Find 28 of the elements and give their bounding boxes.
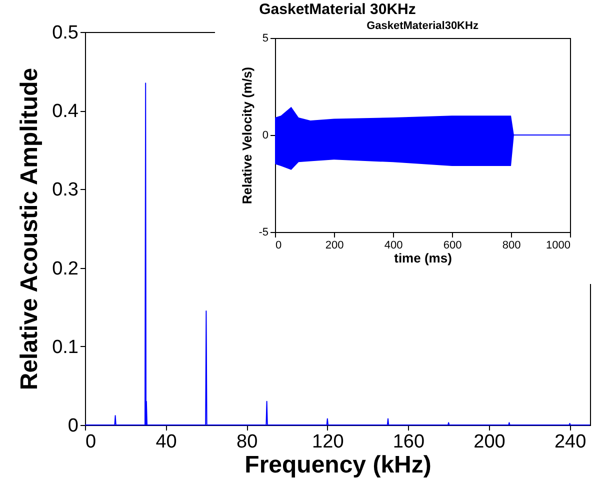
chart-title: GasketMaterial 30KHz: [259, 1, 416, 18]
x-tick-label: 120: [312, 432, 344, 452]
y-tick-label: 0.1: [52, 336, 78, 358]
x-tick-label: 0: [86, 432, 96, 452]
y-tick-label: 0.3: [52, 180, 78, 201]
x-tick-label: 600: [443, 240, 462, 252]
x-tick-label: 80: [236, 432, 258, 452]
x-tick-label: 800: [502, 240, 521, 252]
y-axis-title: Relative Velocity (m/s): [240, 66, 255, 204]
x-tick-label: 0: [276, 240, 282, 252]
x-tick-label: 400: [384, 240, 403, 252]
x-tick-label: 40: [156, 432, 177, 452]
y-tick-label: 0.5: [52, 22, 78, 44]
x-axis-title: time (ms): [394, 250, 452, 266]
y-tick-label: 0.2: [52, 258, 78, 280]
x-tick-label: 200: [474, 432, 506, 452]
chart-title: GasketMaterial30KHz: [366, 20, 479, 32]
y-tick-label: 0: [262, 130, 268, 142]
y-tick-label: -5: [258, 226, 268, 238]
x-tick-label: 240: [554, 432, 586, 452]
x-tick-label: 160: [392, 432, 425, 452]
x-axis-title: Frequency (kHz): [244, 452, 432, 478]
x-tick-label: 1000: [546, 240, 570, 252]
y-tick-label: 0: [68, 416, 78, 436]
y-axis-title: Relative Acoustic Amplitude: [16, 68, 44, 390]
y-tick-label: 0.4: [52, 101, 79, 122]
y-tick-label: 5: [262, 32, 268, 44]
x-tick-label: 200: [325, 240, 344, 252]
